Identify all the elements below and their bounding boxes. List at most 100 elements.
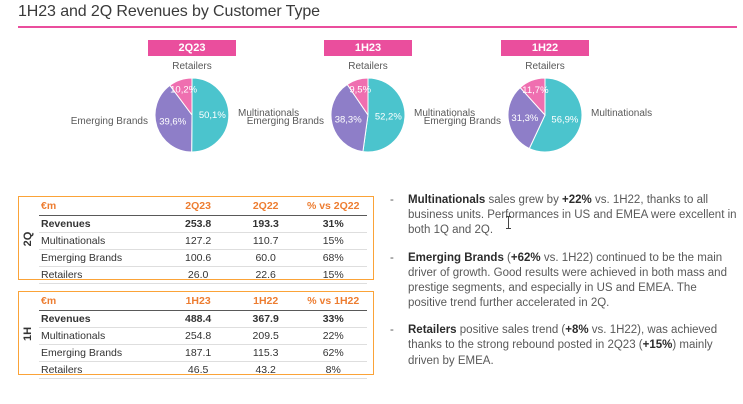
title-underline [18,26,737,28]
table-header: €m [39,199,165,216]
table-2q: 2Q €m 2Q23 2Q22% vs 2Q22 Revenues 253.8 193.3… [18,196,374,284]
page-title: 1H23 and 2Q Revenues by Customer Type [18,3,320,20]
table-header: 2Q23 [164,199,232,216]
table-cell: 193.3 [231,215,300,233]
table-cell: 33% [299,310,367,328]
pie-label-retailers: Retailers [348,61,388,72]
table-cell: Emerging Brands [39,249,165,267]
pie-charts-row: 2Q23 Retailers 50,1% 39,6% 10,2% Multinati… [0,40,743,170]
pie-slice-retailers [169,77,193,117]
bullet-item: - Multinationals sales grew by +22% vs. 1… [390,193,738,239]
table-cell: 31% [299,215,367,233]
pie-label-multinationals: Multinationals [238,108,300,119]
revenue-table-2q: €m 2Q23 2Q22% vs 2Q22 Revenues 253.8 193.3 31%… [39,199,367,284]
table-cell: 187.1 [164,344,232,362]
table-row: Emerging Brands 100.6 60.0 68% [39,249,367,267]
table-cell: 8% [299,361,367,379]
table-cell: 22.6 [231,266,300,284]
table-row: Revenues 253.8 193.3 31% [39,215,367,233]
pie-slice-multinationals [362,77,406,153]
pie-slice-value: 10,2% [170,85,197,96]
table-cell: 209.5 [231,327,300,345]
pie-slice-value: 11,7% [522,85,549,96]
pie-label-retailers: Retailers [525,61,565,72]
bullet-marker: - [390,251,394,264]
table-cell: 60.0 [231,249,300,267]
table-cell: 46.5 [164,361,232,379]
pie-slice-retailers [519,77,546,117]
bullet-marker: - [390,194,394,206]
pie-slice-multinationals [528,77,583,153]
table-header: 1H23 [164,294,232,311]
table-row: Multinationals 127.2 110.7 15% [39,232,367,250]
table-cell: 62% [299,344,367,362]
pie-slice-value: 38,3% [335,115,362,126]
pie-slice-multinationals [191,77,230,153]
text-cursor-icon [506,216,511,229]
pie-period-badge: 1H22 [501,40,589,56]
pie-slice-emerging-brands [507,86,546,150]
table-cell: 253.8 [164,215,232,233]
pie-period-badge: 1H23 [324,40,412,56]
bullet-marker: - [390,324,394,337]
pie-slice-value: 52,2% [375,111,402,122]
pie-chart-2q23: 2Q23 Retailers 50,1% 39,6% 10,2% Multinati… [42,40,342,166]
pie-label-multinationals: Multinationals [414,108,476,119]
table-cell: 43.2 [231,361,300,379]
pie-slice-retailers [346,77,369,117]
table-row: Retailers 26.0 22.6 15% [39,266,367,284]
table-header: % vs 1H22 [299,294,367,311]
pie-label-emerging-brands: Emerging Brands [70,116,148,127]
table-cell: Retailers [39,266,165,284]
commentary-bullets: - Multinationals sales grew by +22% vs. 1… [390,193,738,381]
bullet-text: Emerging Brands (+62% vs. 1H22) continue… [408,251,727,310]
pie-slice-emerging-brands [154,84,193,153]
table-cell: 488.4 [164,310,232,328]
pie-chart-1h22: 1H22 Retailers 56,9% 31,3% 11,7% Multinati… [395,40,695,166]
pie-slice-value: 39,6% [159,116,186,127]
pie-label-emerging-brands: Emerging Brands [423,116,501,127]
table-1h: 1H €m 1H23 1H22% vs 1H22 Revenues 488.4 367.9… [18,291,374,379]
table-cell: 127.2 [164,232,232,250]
table-cell: 367.9 [231,310,300,328]
pie-svg: 56,9% 31,3% 11,7% [507,77,583,153]
table-header: 1H22 [231,294,300,311]
table-header: 2Q22 [231,199,300,216]
revenue-table-1h: €m 1H23 1H22% vs 1H22 Revenues 488.4 367.9 33%… [39,294,367,379]
table-cell: Multinationals [39,327,165,345]
table-cell: 100.6 [164,249,232,267]
table-cell: 254.8 [164,327,232,345]
bullet-item: - Emerging Brands (+62% vs. 1H22) continu… [390,251,738,312]
pie-slice-value: 31,3% [511,113,538,124]
table-cell: 15% [299,266,367,284]
table-row: Multinationals 254.8 209.5 22% [39,327,367,345]
pie-label-retailers: Retailers [172,61,212,72]
table-cell: Emerging Brands [39,344,165,362]
pie-svg: 50,1% 39,6% 10,2% [154,77,230,153]
pie-slice-emerging-brands [330,83,369,153]
table-side-label: 1H [22,326,34,342]
table-header: % vs 2Q22 [299,199,367,216]
bullet-item: - Retailers positive sales trend (+8% vs.… [390,323,738,369]
pie-label-multinationals: Multinationals [591,108,653,119]
pie-slice-value: 56,9% [551,114,578,125]
table-cell: 115.3 [231,344,300,362]
table-cell: Multinationals [39,232,165,250]
table-cell: Revenues [39,215,165,233]
pie-label-emerging-brands: Emerging Brands [246,116,324,127]
table-cell: 15% [299,232,367,250]
table-row: Retailers 46.5 43.2 8% [39,361,367,379]
table-cell: 26.0 [164,266,232,284]
table-cell: 68% [299,249,367,267]
table-cell: Revenues [39,310,165,328]
table-cell: 110.7 [231,232,300,250]
bullet-text: Multinationals sales grew by +22% vs. 1H… [408,194,737,237]
table-cell: 22% [299,327,367,345]
pie-slice-value: 50,1% [199,110,226,121]
pie-chart-1h23: 1H23 Retailers 52,2% 38,3% 9,5% Multinatio… [218,40,518,166]
table-cell: Retailers [39,361,165,379]
table-side-label: 2Q [22,231,34,247]
table-row: Revenues 488.4 367.9 33% [39,310,367,328]
bullet-text: Retailers positive sales trend (+8% vs. … [408,324,718,367]
